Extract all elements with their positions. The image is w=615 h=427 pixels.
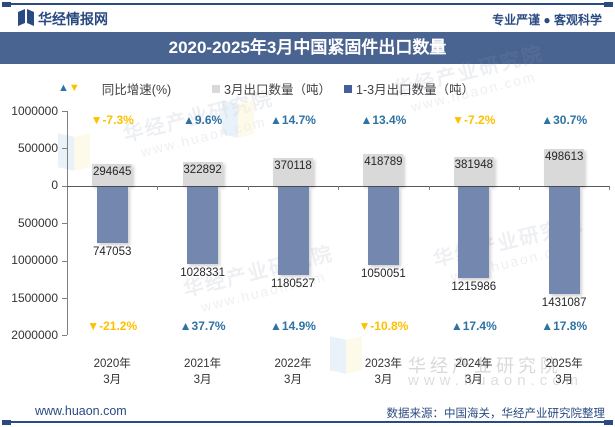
bar-march-export — [182, 161, 223, 186]
y-axis-tick-label: 500000 — [17, 140, 58, 155]
y-axis-tick-label: 0 — [51, 178, 58, 193]
x-axis-category-label: 2020年 3月 — [93, 358, 131, 386]
title-banner: 2020-2025年3月中国紧固件出口数量 — [0, 32, 615, 64]
y-axis-tick-mark — [62, 298, 67, 299]
legend-gray-square-icon — [212, 84, 220, 93]
y-axis-tick-mark — [62, 260, 67, 262]
top-rule — [8, 3, 607, 5]
legend-item-cumulative: 1-3月出口数量（吨） — [344, 79, 474, 98]
bar-value-label-cumulative: 1431087 — [541, 296, 587, 309]
growth-label-cumulative: ▲37.7% — [179, 319, 226, 333]
growth-label-march: ▼-7.3% — [90, 113, 134, 127]
y-axis-tick-label: 1500000 — [11, 290, 58, 305]
legend-item-growth: ▲ ▼ 同比增速(%) — [58, 79, 171, 98]
legend-item-march: 3月出口数量（吨） — [212, 79, 331, 98]
brand-logo-icon — [18, 9, 34, 26]
legend-label: 1-3月出口数量（吨） — [356, 83, 475, 97]
growth-label-march: ▲13.4% — [360, 113, 407, 127]
bar-value-label-march: 418789 — [364, 156, 403, 169]
bar-cumulative-export — [548, 186, 580, 294]
bar-cumulative-export — [367, 186, 399, 266]
bar-march-export — [92, 163, 133, 186]
bar-value-label-cumulative: 1215986 — [451, 280, 497, 293]
y-axis-tick-label: 500000 — [17, 215, 58, 230]
x-axis-category-label: 2024年 3月 — [455, 358, 493, 386]
growth-label-march: ▼-7.2% — [452, 113, 496, 127]
bar-value-label-march: 370118 — [274, 160, 312, 173]
bar-cumulative-export — [277, 186, 309, 276]
y-axis-tick-mark — [62, 335, 67, 337]
top-rule-right-cap — [604, 2, 613, 7]
bar-value-label-cumulative: 1050051 — [361, 268, 406, 281]
y-axis-tick-label: 1000000 — [11, 103, 58, 118]
chart-title: 2020-2025年3月中国紧固件出口数量 — [168, 38, 447, 57]
growth-label-cumulative: ▲17.8% — [541, 319, 588, 333]
legend-blue-square-icon — [344, 84, 352, 93]
zero-baseline — [67, 185, 609, 187]
legend-down-triangle-icon: ▼ — [68, 82, 80, 94]
top-rule-left-cap — [2, 2, 11, 7]
bar-cumulative-export — [96, 186, 128, 243]
y-axis-tick-mark — [62, 223, 67, 225]
y-axis-line — [67, 111, 68, 336]
growth-label-march: ▲30.7% — [541, 113, 588, 127]
legend-up-triangle-icon: ▲ — [58, 82, 69, 94]
growth-label-march: ▲9.6% — [182, 113, 223, 127]
bar-value-label-march: 381948 — [454, 159, 493, 172]
bar-march-export — [453, 157, 494, 186]
bar-value-label-march: 294645 — [93, 165, 132, 178]
bar-march-export — [273, 158, 313, 186]
bottom-rule-right-cap — [604, 420, 613, 425]
bar-value-label-cumulative: 1180527 — [271, 278, 315, 291]
x-axis-category-label: 2025年 3月 — [545, 358, 583, 386]
data-source-note: 数据来源：中国海关，华经产业研究院整理 — [386, 408, 606, 420]
x-axis-category-label: 2022年 3月 — [274, 358, 312, 386]
x-axis-category-label: 2021年 3月 — [184, 358, 222, 386]
y-axis-tick-label: 1000000 — [11, 253, 58, 268]
footer-website: www.huaon.com — [35, 404, 127, 418]
x-axis-tick-mark — [428, 185, 430, 190]
x-axis-tick-mark — [157, 185, 159, 190]
bottom-rule — [8, 421, 607, 423]
y-axis-tick-mark — [62, 148, 67, 150]
brand-name: 华经情报网 — [38, 11, 108, 27]
growth-label-cumulative: ▼-21.2% — [87, 319, 138, 333]
x-axis-tick-mark — [247, 185, 249, 190]
y-axis-tick-label: 2000000 — [11, 327, 58, 342]
legend-label: 同比增速(%) — [101, 83, 172, 97]
x-axis-tick-mark — [609, 185, 611, 190]
bar-march-export — [363, 154, 404, 186]
y-axis-tick-mark — [62, 185, 67, 187]
y-axis-tick-mark — [62, 111, 67, 112]
legend-label: 3月出口数量（吨） — [224, 83, 331, 97]
bar-march-export — [544, 148, 585, 186]
bar-cumulative-export — [187, 186, 219, 264]
header-tagline: 专业严谨 ● 客观科学 — [492, 13, 602, 27]
bar-value-label-march: 498613 — [545, 150, 584, 163]
growth-label-march: ▲14.7% — [270, 113, 316, 127]
bar-value-label-march: 322892 — [183, 163, 222, 176]
x-axis-category-label: 2023年 3月 — [364, 358, 402, 386]
x-axis-tick-mark — [519, 185, 520, 190]
growth-label-cumulative: ▲14.9% — [270, 319, 316, 333]
growth-label-cumulative: ▼-10.8% — [358, 319, 409, 333]
bar-value-label-cumulative: 747053 — [93, 245, 132, 258]
bar-cumulative-export — [458, 186, 490, 278]
bar-value-label-cumulative: 1028331 — [180, 266, 225, 279]
bottom-rule-left-cap — [2, 420, 11, 425]
x-axis-tick-mark — [338, 185, 340, 190]
growth-label-cumulative: ▲17.4% — [450, 319, 497, 333]
